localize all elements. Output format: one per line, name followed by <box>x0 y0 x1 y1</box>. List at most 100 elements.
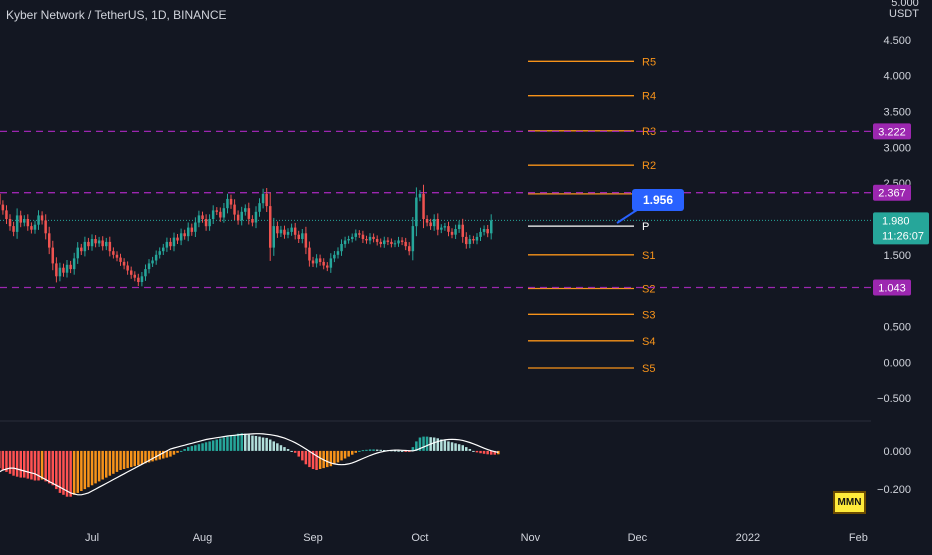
macd-bar <box>465 447 468 451</box>
candle-body <box>322 261 325 266</box>
macd-bar <box>76 450 79 493</box>
macd-bar <box>204 442 208 451</box>
macd-bar <box>318 450 322 469</box>
candle-body <box>190 227 194 232</box>
price-tick-label: 4.500 <box>883 35 911 47</box>
macd-bar <box>329 450 333 467</box>
candle-body <box>126 265 129 271</box>
macd-bar <box>55 450 58 490</box>
candle-body <box>415 197 418 227</box>
macd-bar <box>326 450 329 468</box>
candle-body <box>400 240 404 242</box>
candle-body <box>254 211 258 223</box>
candle-body <box>133 274 136 278</box>
candle-body <box>429 222 432 227</box>
last-price-label: 1.980 <box>882 215 910 227</box>
macd-bar <box>105 450 108 478</box>
candle-body <box>69 264 72 270</box>
candle-body <box>90 239 94 247</box>
candle-body <box>215 210 218 212</box>
candle-body <box>169 241 172 247</box>
price-tick-label: 1.500 <box>883 250 911 262</box>
macd-bar <box>83 450 87 490</box>
candle-body <box>326 265 329 268</box>
macd-bar <box>208 441 211 451</box>
candle-body <box>55 263 58 277</box>
candle-body <box>58 267 62 277</box>
macd-bar <box>261 437 265 451</box>
candle-body <box>365 239 368 241</box>
macd-bar <box>397 450 400 452</box>
candle-body <box>30 226 33 230</box>
candle-body <box>457 224 461 229</box>
pivot-label-r5: R5 <box>642 56 656 68</box>
candle-body <box>229 198 233 205</box>
macd-bar <box>154 450 158 461</box>
macd-bar <box>418 437 422 451</box>
price-callout: 1.956 <box>632 189 684 211</box>
candle-body <box>226 198 229 209</box>
candle-body <box>65 264 69 273</box>
candle-body <box>461 224 464 237</box>
macd-bar <box>201 443 204 451</box>
macd-bar <box>183 449 186 451</box>
candle-body <box>208 219 211 227</box>
candle-body <box>33 224 37 230</box>
candle-body <box>301 233 304 239</box>
candle-body <box>176 237 179 241</box>
mmn-badge[interactable]: MMN <box>833 491 866 514</box>
candle-body <box>368 236 372 241</box>
macd-bar <box>194 445 197 451</box>
candle-body <box>197 215 201 223</box>
candle-body <box>48 233 51 248</box>
candle-body <box>311 260 315 264</box>
macd-bar <box>411 447 415 451</box>
pivot-label-r2: R2 <box>642 160 656 172</box>
time-tick-label: Aug <box>193 532 213 544</box>
time-axis[interactable]: Jul Aug Sep Oct Nov Dec 2022 Feb <box>85 532 868 544</box>
macd-bar <box>97 450 101 482</box>
macd-bar <box>87 450 90 488</box>
macd-bar <box>447 441 450 451</box>
time-tick-label: Jul <box>85 532 99 544</box>
candle-body <box>244 208 247 212</box>
candle-body <box>290 227 293 232</box>
candle-body <box>62 267 65 273</box>
macd-bar <box>486 450 489 455</box>
macd-bar <box>283 447 286 451</box>
macd-bar <box>258 436 261 451</box>
candle-body <box>247 208 251 219</box>
candle-body <box>101 240 104 247</box>
candle-body <box>201 215 204 219</box>
candle-body <box>347 239 350 241</box>
candle-body <box>94 239 97 244</box>
candle-body <box>315 258 318 264</box>
candle-body <box>147 263 151 270</box>
macd-bar <box>311 450 315 469</box>
macd-bar <box>23 450 26 478</box>
macd-bar <box>169 450 172 457</box>
candle-body <box>390 241 393 244</box>
candle-body <box>329 258 333 268</box>
macd-bar <box>62 450 65 495</box>
macd-bar <box>436 438 439 451</box>
pivot-levels: R5R4R3R2R1PS1S2S3S4S5 <box>528 56 656 375</box>
macd-bar <box>276 443 279 451</box>
pivot-label-r4: R4 <box>642 91 656 103</box>
macd-signal-line <box>0 433 499 496</box>
macd-bar <box>37 450 40 481</box>
macd-axis[interactable]: 0.000 −0.200 <box>877 446 911 496</box>
macd-bar <box>254 436 258 451</box>
price-axis-unit: USDT <box>889 8 919 20</box>
macd-bar <box>269 439 272 451</box>
macd-bar <box>468 449 472 451</box>
macd-bar <box>475 450 479 453</box>
macd-bar <box>425 436 429 451</box>
candle-body <box>240 211 243 221</box>
macd-bar <box>432 437 436 451</box>
pivot-label-s4: S4 <box>642 336 655 348</box>
macd-bar <box>12 450 15 476</box>
candle-body <box>411 226 415 252</box>
